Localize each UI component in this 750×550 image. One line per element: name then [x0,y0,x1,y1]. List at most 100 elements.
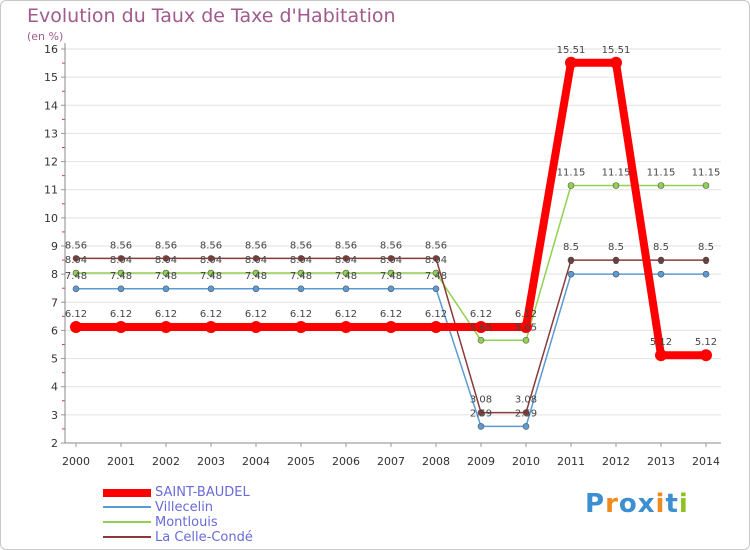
data-label: 8.04 [380,255,402,266]
data-point [117,255,125,262]
data-point [297,285,305,293]
x-tick-label: 2000 [62,455,90,468]
data-label: 6.12 [335,309,357,320]
data-label: 8.04 [200,255,222,266]
data-point [567,256,575,264]
data-point [655,349,667,362]
data-label: 11.15 [602,167,631,178]
y-tick-label: 5 [51,353,58,366]
x-tick-label: 2005 [287,455,315,468]
data-point [162,255,170,262]
data-label: 8.04 [155,255,177,266]
data-point [700,349,712,362]
data-point [477,423,485,430]
data-label: 8.04 [65,255,87,266]
y-tick-label: 8 [51,268,58,281]
data-label: 3.08 [515,395,537,406]
legend-item-la-celle-conde: La Celle-Condé [103,530,303,545]
data-point [702,256,710,264]
data-label: 7.48 [155,271,177,282]
data-label: 6.12 [65,309,87,320]
data-label-layer: 6.12 6.12 6.12 6.12 6.12 6.12 6.12 6.12 6.12 6.12… [65,45,720,420]
x-tick-label: 2003 [197,455,225,468]
y-tick-label: 11 [44,184,58,197]
data-point [295,321,307,334]
y-tick-label: 12 [44,156,58,169]
x-tick-label: 2011 [557,455,585,468]
data-label: 6.12 [200,309,222,320]
chart-title: Evolution du Taux de Taxe d'Habitation [27,5,396,27]
y-tick-label: 13 [44,127,58,140]
data-point [477,336,485,344]
data-point [160,321,172,334]
legend-swatch-saint-baudel [103,489,151,497]
data-label: 15.51 [557,45,586,56]
x-tick-label: 2013 [647,455,675,468]
data-label: 6.12 [110,309,132,320]
data-label: 6.12 [515,309,537,320]
data-label: 8.56 [245,240,267,251]
data-point [297,255,305,262]
y-tick-label: 10 [44,212,58,225]
data-label: 11.15 [692,167,721,178]
data-label: 8.56 [65,240,87,251]
logo-letter: P [585,489,606,519]
data-point [207,285,215,293]
data-point [162,269,170,277]
data-point [430,321,442,334]
y-tick-label: 16 [44,43,58,56]
legend-label-la-celle-conde: La Celle-Condé [155,530,253,545]
data-point [657,270,665,278]
data-label: 8.56 [110,240,132,251]
data-point [567,182,575,189]
data-label: 8.56 [290,240,312,251]
data-point [72,255,80,262]
y-tick-label: 4 [51,381,58,394]
data-point [72,285,80,293]
data-label: 8.04 [290,255,312,266]
data-point [207,255,215,262]
data-label: 7.48 [380,271,402,282]
proxiti-logo: Proxiti [585,489,689,519]
data-point [72,269,80,277]
data-label: 6.12 [155,309,177,320]
logo-letter: t [665,489,679,519]
data-point [565,56,577,69]
data-label: 7.48 [335,271,357,282]
data-point [252,255,260,262]
data-label: 8.56 [380,240,402,251]
x-tick-label: 2008 [422,455,450,468]
data-point [522,336,530,344]
data-point [385,321,397,334]
data-label: 5.12 [695,337,717,348]
data-point [115,321,127,334]
data-label: 3.08 [470,395,492,406]
x-tick-label: 2002 [152,455,180,468]
legend-label-villecelin: Villecelin [155,500,214,515]
y-tick-label: 6 [51,324,58,337]
data-label: 6.12 [470,309,492,320]
x-tick-label: 2009 [467,455,495,468]
data-label: 2.59 [515,408,537,419]
data-point [250,321,262,334]
data-point [342,285,350,293]
logo-letter: x [637,489,656,519]
data-point [702,182,710,189]
data-point [657,182,665,189]
legend-item-saint-baudel: SAINT-BAUDEL [103,485,303,500]
data-label: 8.56 [200,240,222,251]
data-point [612,270,620,278]
data-point [567,270,575,278]
data-point [387,255,395,262]
data-label: 7.48 [110,271,132,282]
legend-swatch-montlouis [103,521,151,523]
data-label: 11.15 [557,167,586,178]
x-tick-label: 2006 [332,455,360,468]
data-point [207,269,215,277]
data-label: 6.12 [290,309,312,320]
data-label: 7.48 [290,271,312,282]
data-point [432,255,440,262]
legend-item-montlouis: Montlouis [103,515,303,530]
